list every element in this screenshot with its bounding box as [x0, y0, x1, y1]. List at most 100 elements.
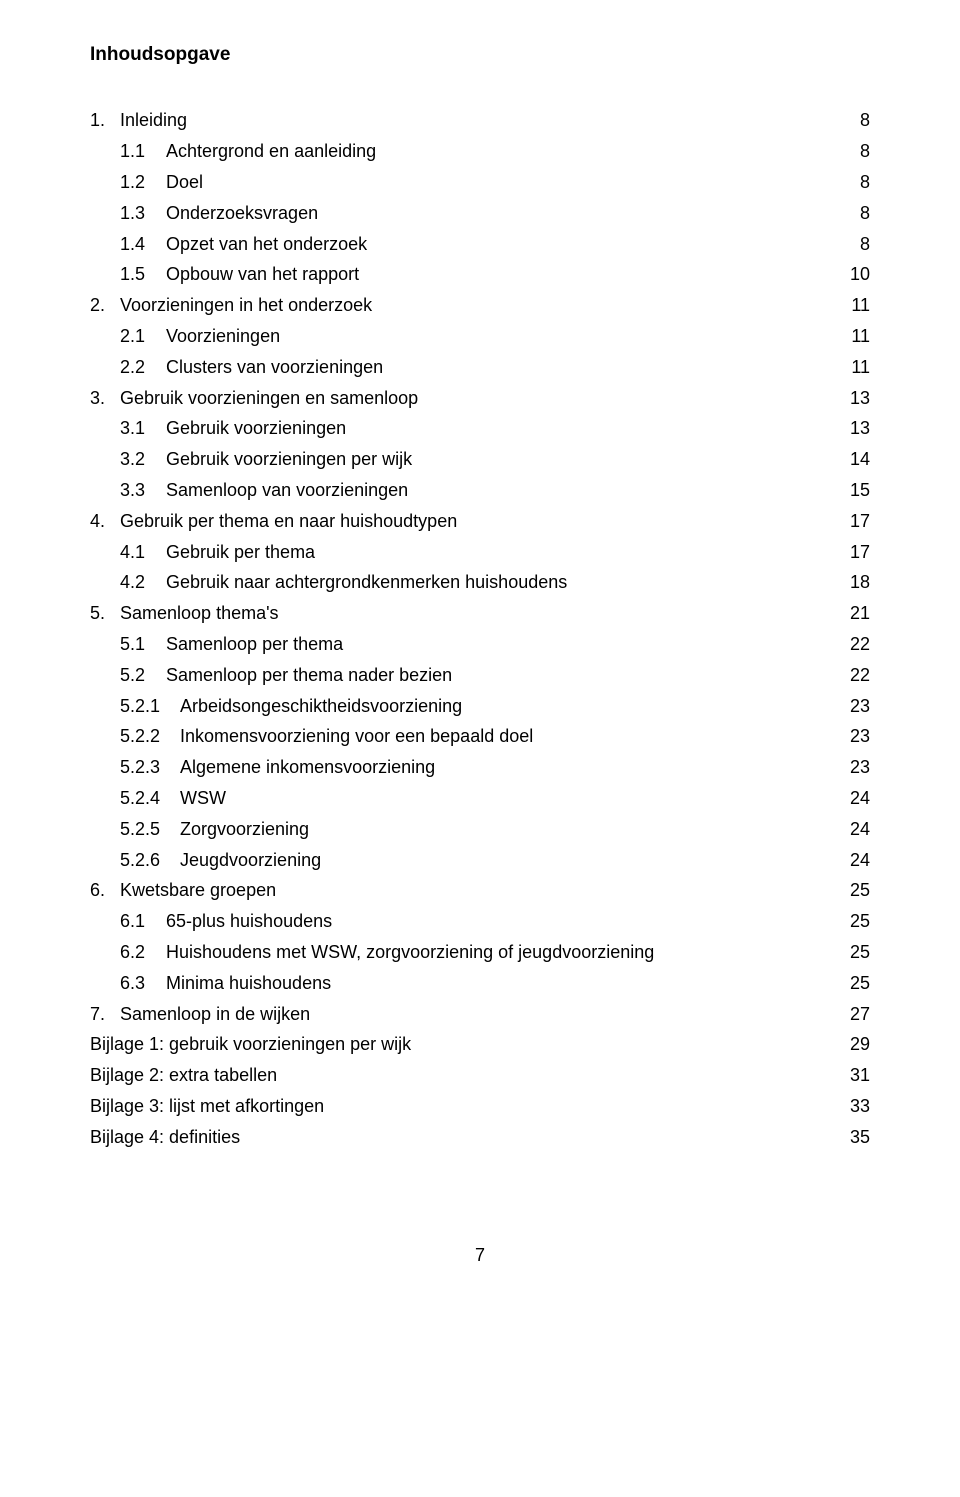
toc-entry: 5.2.4WSW 24 — [90, 784, 870, 813]
toc-entry-number: 1. — [90, 106, 114, 135]
toc-entry-label: Voorzieningen in het onderzoek — [114, 291, 372, 320]
toc-entry-page: 27 — [846, 1000, 870, 1029]
toc-entry-number: 5.2 — [90, 661, 160, 690]
toc-entry-label: Zorgvoorziening — [174, 815, 309, 844]
toc-entry: 4.Gebruik per thema en naar huishoudtype… — [90, 507, 870, 536]
toc-entry: 5.2.1Arbeidsongeschiktheidsvoorziening23 — [90, 692, 870, 721]
toc-entry-label: Opbouw van het rapport — [160, 260, 359, 289]
toc-list: 1.Inleiding81.1Achtergrond en aanleiding… — [90, 106, 870, 1151]
toc-entry: 6.3Minima huishoudens25 — [90, 969, 870, 998]
toc-entry-label: Gebruik voorzieningen — [160, 414, 346, 443]
toc-entry-page: 25 — [846, 876, 870, 905]
toc-entry-label: Gebruik voorzieningen per wijk — [160, 445, 412, 474]
toc-entry-label: Samenloop in de wijken — [114, 1000, 310, 1029]
toc-entry: Bijlage 4: definities 35 — [90, 1123, 870, 1152]
toc-entry-label: Gebruik per thema en naar huishoudtypen — [114, 507, 457, 536]
toc-entry-page: 24 — [846, 815, 870, 844]
toc-entry-number: 5.1 — [90, 630, 160, 659]
toc-entry-number: 1.3 — [90, 199, 160, 228]
toc-entry-number: 7. — [90, 1000, 114, 1029]
toc-entry: 5.2.2Inkomensvoorziening voor een bepaal… — [90, 722, 870, 751]
toc-entry-label: Doel — [160, 168, 203, 197]
toc-entry-page: 25 — [846, 938, 870, 967]
toc-entry-label: Voorzieningen — [160, 322, 280, 351]
toc-entry-page: 10 — [846, 260, 870, 289]
toc-entry: Bijlage 3: lijst met afkortingen 33 — [90, 1092, 870, 1121]
toc-entry: 1.2Doel 8 — [90, 168, 870, 197]
toc-entry-page: 14 — [846, 445, 870, 474]
toc-entry: 6.Kwetsbare groepen25 — [90, 876, 870, 905]
toc-entry: 4.2Gebruik naar achtergrondkenmerken hui… — [90, 568, 870, 597]
toc-entry: 1.Inleiding8 — [90, 106, 870, 135]
toc-entry-label: Jeugdvoorziening — [174, 846, 321, 875]
toc-entry-label: Gebruik naar achtergrondkenmerken huisho… — [160, 568, 567, 597]
toc-entry-number: 4. — [90, 507, 114, 536]
toc-entry-label: Clusters van voorzieningen — [160, 353, 383, 382]
toc-entry-label: Bijlage 4: definities — [90, 1123, 240, 1152]
toc-entry: 2.1Voorzieningen11 — [90, 322, 870, 351]
toc-entry: 5.2.5Zorgvoorziening24 — [90, 815, 870, 844]
toc-entry: 5.Samenloop thema's21 — [90, 599, 870, 628]
toc-entry-page: 29 — [846, 1030, 870, 1059]
toc-entry-label: Huishoudens met WSW, zorgvoorziening of … — [160, 938, 654, 967]
toc-entry-page: 22 — [846, 661, 870, 690]
toc-entry-label: Inkomensvoorziening voor een bepaald doe… — [174, 722, 533, 751]
toc-entry: Bijlage 1: gebruik voorzieningen per wij… — [90, 1030, 870, 1059]
toc-entry-page: 23 — [846, 753, 870, 782]
toc-entry: 5.2.6Jeugdvoorziening24 — [90, 846, 870, 875]
toc-entry-number: 5. — [90, 599, 114, 628]
toc-entry-page: 33 — [846, 1092, 870, 1121]
toc-entry-number: 5.2.6 — [90, 846, 174, 875]
toc-entry: 1.5Opbouw van het rapport10 — [90, 260, 870, 289]
toc-entry-page: 13 — [846, 414, 870, 443]
toc-entry-number: 4.1 — [90, 538, 160, 567]
toc-entry-number: 3.1 — [90, 414, 160, 443]
toc-entry-label: 65-plus huishoudens — [160, 907, 332, 936]
toc-entry: 2.Voorzieningen in het onderzoek11 — [90, 291, 870, 320]
toc-entry-number: 5.2.2 — [90, 722, 174, 751]
toc-entry-label: WSW — [174, 784, 226, 813]
toc-entry-page: 35 — [846, 1123, 870, 1152]
toc-entry-number: 3.2 — [90, 445, 160, 474]
toc-entry-label: Samenloop thema's — [114, 599, 279, 628]
toc-entry-number: 6.1 — [90, 907, 160, 936]
toc-entry-page: 17 — [846, 507, 870, 536]
toc-entry-page: 17 — [846, 538, 870, 567]
toc-entry-page: 8 — [856, 199, 870, 228]
toc-entry: 6.2Huishoudens met WSW, zorgvoorziening … — [90, 938, 870, 967]
toc-entry-number: 5.2.4 — [90, 784, 174, 813]
toc-entry-number: 1.2 — [90, 168, 160, 197]
toc-entry: 3.Gebruik voorzieningen en samenloop13 — [90, 384, 870, 413]
toc-entry-number: 5.2.3 — [90, 753, 174, 782]
toc-entry-label: Gebruik voorzieningen en samenloop — [114, 384, 418, 413]
toc-entry-page: 22 — [846, 630, 870, 659]
toc-entry-number: 1.1 — [90, 137, 160, 166]
toc-entry-number: 6. — [90, 876, 114, 905]
toc-entry-label: Algemene inkomensvoorziening — [174, 753, 435, 782]
toc-entry-label: Bijlage 3: lijst met afkortingen — [90, 1092, 324, 1121]
toc-entry: 7.Samenloop in de wijken 27 — [90, 1000, 870, 1029]
toc-entry-label: Opzet van het onderzoek — [160, 230, 367, 259]
toc-entry: 3.1Gebruik voorzieningen 13 — [90, 414, 870, 443]
toc-entry-label: Arbeidsongeschiktheidsvoorziening — [174, 692, 462, 721]
toc-title: Inhoudsopgave — [90, 40, 870, 70]
toc-entry: 1.4Opzet van het onderzoek8 — [90, 230, 870, 259]
toc-entry-number: 1.4 — [90, 230, 160, 259]
toc-entry-page: 25 — [846, 969, 870, 998]
toc-entry-label: Bijlage 2: extra tabellen — [90, 1061, 277, 1090]
toc-entry: 5.1Samenloop per thema22 — [90, 630, 870, 659]
toc-entry-number: 2. — [90, 291, 114, 320]
page-container: Inhoudsopgave 1.Inleiding81.1Achtergrond… — [0, 0, 960, 1330]
toc-entry-label: Samenloop van voorzieningen — [160, 476, 408, 505]
toc-entry-page: 18 — [846, 568, 870, 597]
toc-entry-page: 13 — [846, 384, 870, 413]
toc-entry-page: 8 — [856, 137, 870, 166]
toc-entry-page: 24 — [846, 784, 870, 813]
toc-entry-page: 8 — [856, 168, 870, 197]
toc-entry-label: Achtergrond en aanleiding — [160, 137, 376, 166]
toc-entry-number: 2.1 — [90, 322, 160, 351]
toc-entry: 5.2Samenloop per thema nader bezien 22 — [90, 661, 870, 690]
toc-entry-label: Onderzoeksvragen — [160, 199, 318, 228]
toc-entry-number: 3.3 — [90, 476, 160, 505]
toc-entry-label: Samenloop per thema nader bezien — [160, 661, 452, 690]
